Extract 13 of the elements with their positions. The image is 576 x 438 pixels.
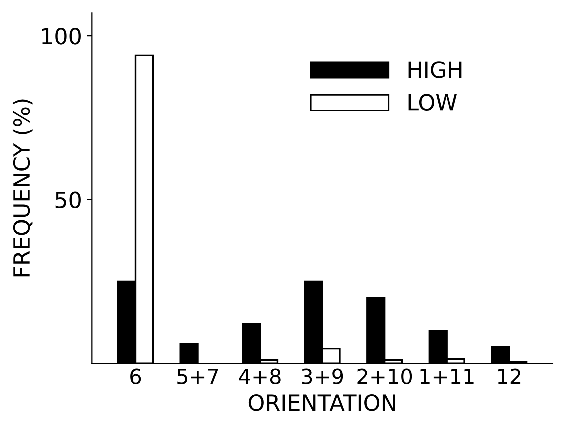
x-tick-label: 1+11 <box>420 369 474 384</box>
y-tick-label: 50 <box>56 192 81 209</box>
x-tick-label: 2+10 <box>358 368 412 385</box>
legend-label: HIGH <box>408 62 462 78</box>
x-tick-label: 12 <box>498 368 521 384</box>
y-axis-title: FREQUENCY (%) <box>12 100 33 277</box>
y-tick-label: 100 <box>42 28 81 45</box>
x-axis-title: ORIENTATION <box>248 394 396 412</box>
legend-label: LOW <box>408 94 457 111</box>
x-tick-label: 3+9 <box>302 368 344 385</box>
x-tick-label: 5+7 <box>178 369 218 385</box>
x-tick-label: 6 <box>130 368 142 385</box>
x-tick-label: 4+8 <box>239 368 281 385</box>
